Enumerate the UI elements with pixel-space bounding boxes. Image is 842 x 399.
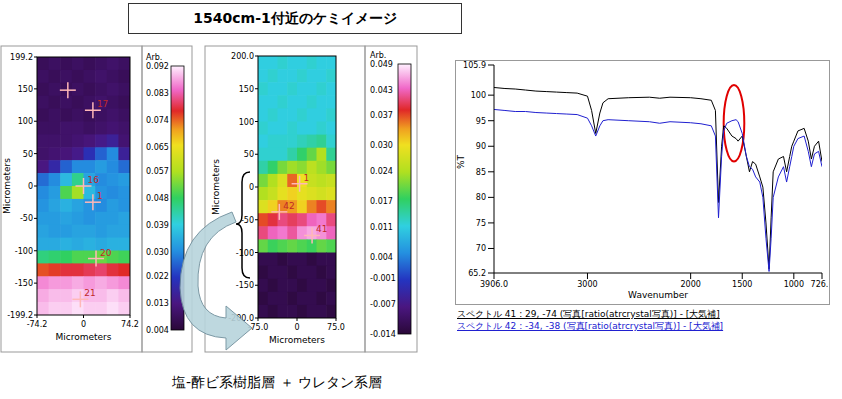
svg-text:-150: -150 [15, 279, 33, 288]
svg-text:1000: 1000 [784, 280, 804, 289]
svg-text:Micrometers: Micrometers [56, 332, 112, 342]
svg-text:-199.2: -199.2 [8, 311, 33, 320]
svg-text:199.2: 199.2 [10, 53, 33, 62]
svg-text:%T: %T [456, 154, 466, 169]
svg-text:0: 0 [81, 320, 86, 329]
svg-text:0.074: 0.074 [146, 116, 169, 125]
svg-text:75.0: 75.0 [327, 323, 345, 332]
svg-text:105.9: 105.9 [463, 61, 486, 70]
svg-text:Micrometers: Micrometers [8, 158, 12, 214]
svg-text:41: 41 [316, 224, 327, 234]
svg-text:0: 0 [249, 183, 254, 192]
svg-text:100: 100 [18, 117, 33, 126]
svg-text:80: 80 [476, 193, 486, 202]
svg-text:100: 100 [471, 91, 486, 100]
html-text:スペクトル 41 : 29, -74 (写真[ratio(a: スペクトル 41 : 29, -74 (写真[ratio(atrcrystal写… [457, 309, 720, 319]
svg-text:0.048: 0.048 [146, 194, 169, 203]
svg-text:-74.2: -74.2 [27, 320, 48, 329]
svg-text:65.2: 65.2 [468, 269, 486, 278]
svg-text:95: 95 [476, 117, 486, 126]
svg-text:75: 75 [476, 219, 486, 228]
svg-text:-75.0: -75.0 [247, 323, 269, 332]
svg-text:-100: -100 [236, 249, 254, 258]
svg-text:90: 90 [476, 142, 486, 151]
svg-text:0.004: 0.004 [146, 326, 169, 335]
html-text:1540cm-1付近のケミイメージ: 1540cm-1付近のケミイメージ [193, 9, 397, 26]
svg-text:Micrometers: Micrometers [211, 159, 221, 215]
svg-text:0.013: 0.013 [146, 299, 169, 308]
svg-text:3906.0: 3906.0 [480, 280, 508, 289]
svg-text:0: 0 [28, 182, 33, 191]
svg-text:-100: -100 [15, 247, 33, 256]
svg-text:20: 20 [100, 248, 112, 258]
svg-text:0.057: 0.057 [146, 167, 169, 176]
svg-text:74.2: 74.2 [121, 320, 139, 329]
svg-text:0.043: 0.043 [370, 86, 393, 95]
svg-text:0: 0 [294, 323, 299, 332]
svg-text:1: 1 [304, 173, 310, 183]
svg-text:0.024: 0.024 [370, 167, 393, 176]
svg-text:50: 50 [244, 150, 254, 159]
svg-text:3000: 3000 [577, 280, 597, 289]
svg-text:150: 150 [239, 85, 254, 94]
svg-text:100: 100 [239, 118, 254, 127]
svg-text:1500: 1500 [732, 280, 752, 289]
svg-text:0.039: 0.039 [146, 221, 169, 230]
svg-text:0.092: 0.092 [146, 62, 169, 71]
svg-text:0.065: 0.065 [146, 143, 169, 152]
svg-text:1: 1 [97, 191, 103, 201]
svg-text:0.049: 0.049 [370, 60, 393, 69]
svg-text:Arb.: Arb. [146, 53, 162, 62]
svg-text:-0.014: -0.014 [370, 330, 396, 339]
svg-text:-0.001: -0.001 [370, 274, 396, 283]
svg-text:Arb.: Arb. [370, 51, 386, 60]
svg-text:726.9: 726.9 [811, 280, 828, 289]
svg-text:0.030: 0.030 [370, 141, 393, 150]
svg-text:150: 150 [18, 85, 33, 94]
svg-text:0.022: 0.022 [146, 272, 169, 281]
svg-text:-150: -150 [236, 281, 254, 290]
svg-text:0.037: 0.037 [370, 111, 393, 120]
svg-text:21: 21 [84, 288, 95, 298]
svg-text:70: 70 [476, 244, 486, 253]
html-text:塩-酢ビ系樹脂層 ＋ ウレタン系層: 塩-酢ビ系樹脂層 ＋ ウレタン系層 [172, 374, 382, 390]
svg-text:0.083: 0.083 [146, 89, 169, 98]
svg-text:2000: 2000 [680, 280, 700, 289]
svg-text:Micrometers: Micrometers [269, 335, 325, 345]
svg-text:-50: -50 [241, 216, 254, 225]
svg-text:-0.007: -0.007 [370, 300, 396, 309]
svg-text:-50: -50 [20, 214, 33, 223]
svg-text:16: 16 [88, 175, 100, 185]
svg-text:0.017: 0.017 [370, 197, 393, 206]
svg-text:0.004: 0.004 [370, 253, 393, 262]
html-text:スペクトル 42 : -34, -38 (写真[ratio(: スペクトル 42 : -34, -38 (写真[ratio(atrcrystal… [457, 321, 724, 331]
svg-text:200.0: 200.0 [231, 52, 254, 61]
svg-text:42: 42 [283, 201, 294, 211]
svg-text:0.030: 0.030 [146, 248, 169, 257]
svg-text:50: 50 [23, 150, 33, 159]
svg-text:17: 17 [97, 99, 108, 109]
svg-text:85: 85 [476, 168, 486, 177]
svg-text:0.011: 0.011 [370, 223, 393, 232]
svg-text:Wavenumber: Wavenumber [628, 290, 688, 300]
